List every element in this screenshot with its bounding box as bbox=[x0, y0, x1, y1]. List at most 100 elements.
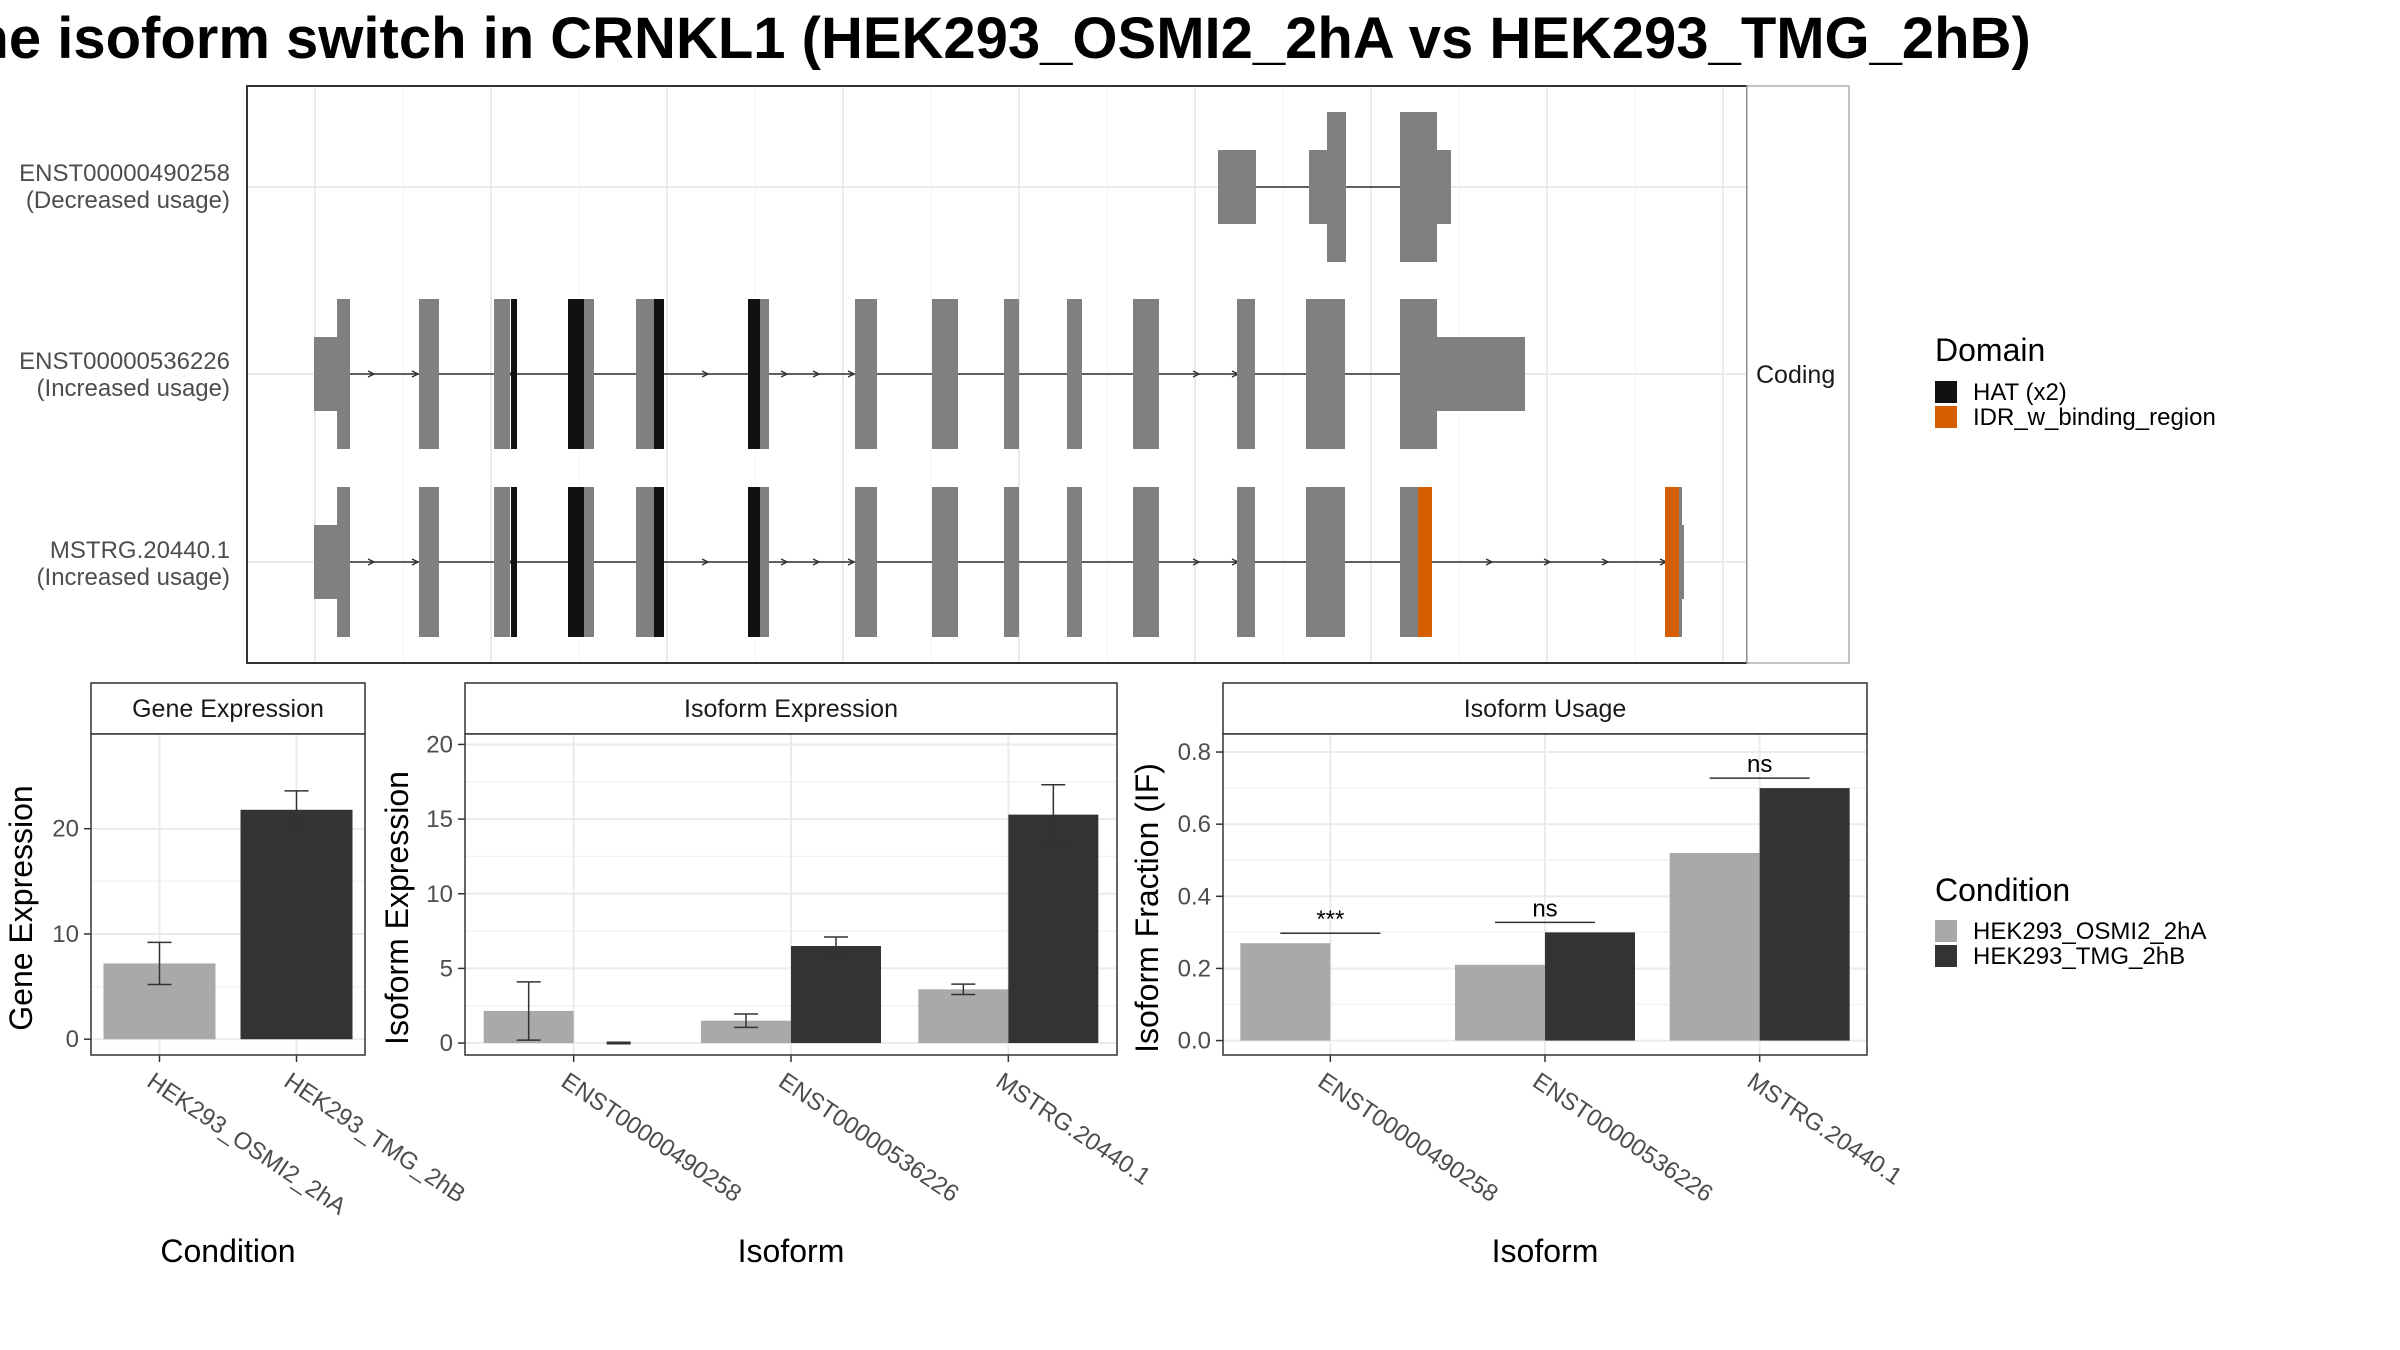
significance-label: ns bbox=[1532, 895, 1557, 922]
isoform-usage-strip bbox=[1222, 682, 1868, 735]
exon bbox=[1067, 299, 1082, 449]
bar-MSTRG.20440.1-HEK293_OSMI2_2hA bbox=[918, 989, 1009, 1044]
error-bar bbox=[147, 941, 172, 986]
y-tick-label: 20 bbox=[52, 816, 79, 843]
legend-label-osmi2: HEK293_OSMI2_2hA bbox=[1973, 918, 2206, 945]
y-tick-label: 10 bbox=[52, 921, 79, 948]
bar-MSTRG.20440.1-HEK293_TMG_2hB bbox=[1008, 814, 1099, 1044]
legend-key-hat bbox=[1935, 381, 1957, 403]
exon bbox=[1400, 487, 1418, 637]
strand-arrow bbox=[847, 558, 856, 566]
isoform-expression-plot: 0 5 10 15 20 ENST00000490258 ENST00000536226 MS… bbox=[426, 731, 1155, 1207]
strand-arrow bbox=[780, 558, 789, 566]
domain-legend-title: Domain bbox=[1935, 332, 2045, 368]
hat-domain bbox=[568, 487, 584, 637]
isoform-label-ENST00000490258: ENST00000490258 bbox=[19, 160, 230, 187]
exon bbox=[1004, 299, 1019, 449]
isoform-label-MSTRG.20440.1: MSTRG.20440.1 bbox=[50, 537, 230, 564]
exon bbox=[494, 487, 510, 637]
strand-arrow bbox=[701, 558, 710, 566]
y-tick-label: 0 bbox=[440, 1030, 453, 1057]
strand-arrow bbox=[1192, 558, 1201, 566]
domain-legend: Domain HAT (x2) IDR_w_binding_region bbox=[1935, 332, 2216, 431]
utr-block bbox=[314, 525, 337, 599]
significance-label: ns bbox=[1747, 751, 1772, 778]
error-bar bbox=[606, 1041, 631, 1045]
exon bbox=[1400, 112, 1437, 262]
legend-key-osmi2 bbox=[1935, 920, 1957, 942]
isoform-expression-xlabel: Isoform bbox=[738, 1233, 845, 1269]
gene-expression-ylabel: Gene Expression bbox=[3, 785, 39, 1030]
utr-block bbox=[1437, 337, 1525, 411]
x-tick-label: MSTRG.20440.1 bbox=[991, 1068, 1155, 1191]
y-tick-label: 20 bbox=[426, 731, 453, 758]
exon bbox=[419, 487, 439, 637]
hat-domain bbox=[511, 487, 517, 637]
bar-ENST00000536226-HEK293_OSMI2_2hA bbox=[701, 1020, 791, 1044]
exon bbox=[419, 299, 439, 449]
condition-legend: Condition HEK293_OSMI2_2hA HEK293_TMG_2h… bbox=[1935, 872, 2206, 970]
bar-ENST00000536226-HEK293_TMG_2hB bbox=[1545, 932, 1635, 1041]
utr-block bbox=[1437, 150, 1451, 224]
exon bbox=[1133, 299, 1159, 449]
figure-title: The isoform switch in CRNKL1 (HEK293_OSM… bbox=[0, 6, 2031, 71]
structure-isoforms bbox=[314, 112, 1684, 637]
utr-block bbox=[1218, 150, 1256, 224]
legend-label-hat: HAT (x2) bbox=[1973, 379, 2067, 406]
gene-expression-xlabel: Condition bbox=[160, 1233, 295, 1269]
y-tick-label: 5 bbox=[440, 955, 453, 982]
transcript-structure-panel: Coding ENST00000490258 (Decreased usage)… bbox=[19, 85, 1850, 664]
strand-arrow bbox=[1601, 558, 1610, 566]
error-bar bbox=[1041, 784, 1066, 846]
gene-expression-strip bbox=[90, 682, 366, 735]
strand-arrow bbox=[411, 558, 420, 566]
isoform-note-MSTRG.20440.1: (Increased usage) bbox=[37, 564, 230, 591]
error-bar bbox=[951, 983, 976, 996]
hat-domain bbox=[511, 299, 517, 449]
isoform-usage-plot: *** ns ns 0.0 0.2 0.4 0.6 0.8 ENST00000490258 ENS… bbox=[1178, 733, 1907, 1208]
bar-ENST00000536226-HEK293_OSMI2_2hA bbox=[1455, 964, 1545, 1041]
isoform-note-ENST00000490258: (Decreased usage) bbox=[26, 187, 230, 214]
y-tick-label: 0 bbox=[66, 1026, 79, 1053]
legend-label-tmg: HEK293_TMG_2hB bbox=[1973, 943, 2185, 970]
legend-key-idr bbox=[1935, 406, 1957, 428]
y-tick-label: 0.2 bbox=[1178, 955, 1211, 982]
error-bar bbox=[284, 790, 309, 830]
strand-arrow bbox=[367, 370, 376, 378]
coding-strip-label: Coding bbox=[1756, 361, 1835, 389]
strand-arrow bbox=[701, 370, 710, 378]
hat-domain bbox=[748, 487, 760, 637]
utr-block bbox=[314, 337, 337, 411]
exon bbox=[494, 299, 510, 449]
y-tick-label: 10 bbox=[426, 881, 453, 908]
strand-arrow bbox=[1192, 370, 1201, 378]
exon bbox=[1237, 299, 1255, 449]
exon bbox=[337, 299, 350, 449]
x-tick-label: ENST00000536226 bbox=[1528, 1068, 1718, 1208]
utr-block bbox=[1682, 525, 1684, 599]
exon bbox=[1400, 299, 1437, 449]
exon bbox=[1679, 487, 1682, 637]
error-bar bbox=[734, 1013, 758, 1029]
strand-arrow bbox=[847, 370, 856, 378]
bar-HEK293_TMG_2hB bbox=[240, 809, 353, 1040]
idr-domain bbox=[1665, 487, 1679, 637]
exon bbox=[1309, 150, 1327, 224]
error-bar bbox=[824, 936, 848, 956]
bar-ENST00000536226-HEK293_TMG_2hB bbox=[791, 946, 881, 1044]
exon bbox=[1067, 487, 1082, 637]
exon bbox=[1306, 299, 1345, 449]
exon bbox=[932, 299, 958, 449]
strand-arrow bbox=[1543, 558, 1552, 566]
strand-arrow bbox=[780, 370, 789, 378]
y-tick-label: 0.6 bbox=[1178, 811, 1211, 838]
isoform-expression-strip bbox=[464, 682, 1118, 735]
exon bbox=[932, 487, 958, 637]
bar-ENST00000490258-HEK293_OSMI2_2hA bbox=[1240, 943, 1331, 1041]
x-tick-label: ENST00000536226 bbox=[774, 1068, 964, 1208]
exon bbox=[855, 487, 877, 637]
exon bbox=[636, 487, 657, 637]
y-tick-label: 0.4 bbox=[1178, 883, 1211, 910]
x-tick-label: ENST00000490258 bbox=[1313, 1068, 1503, 1208]
